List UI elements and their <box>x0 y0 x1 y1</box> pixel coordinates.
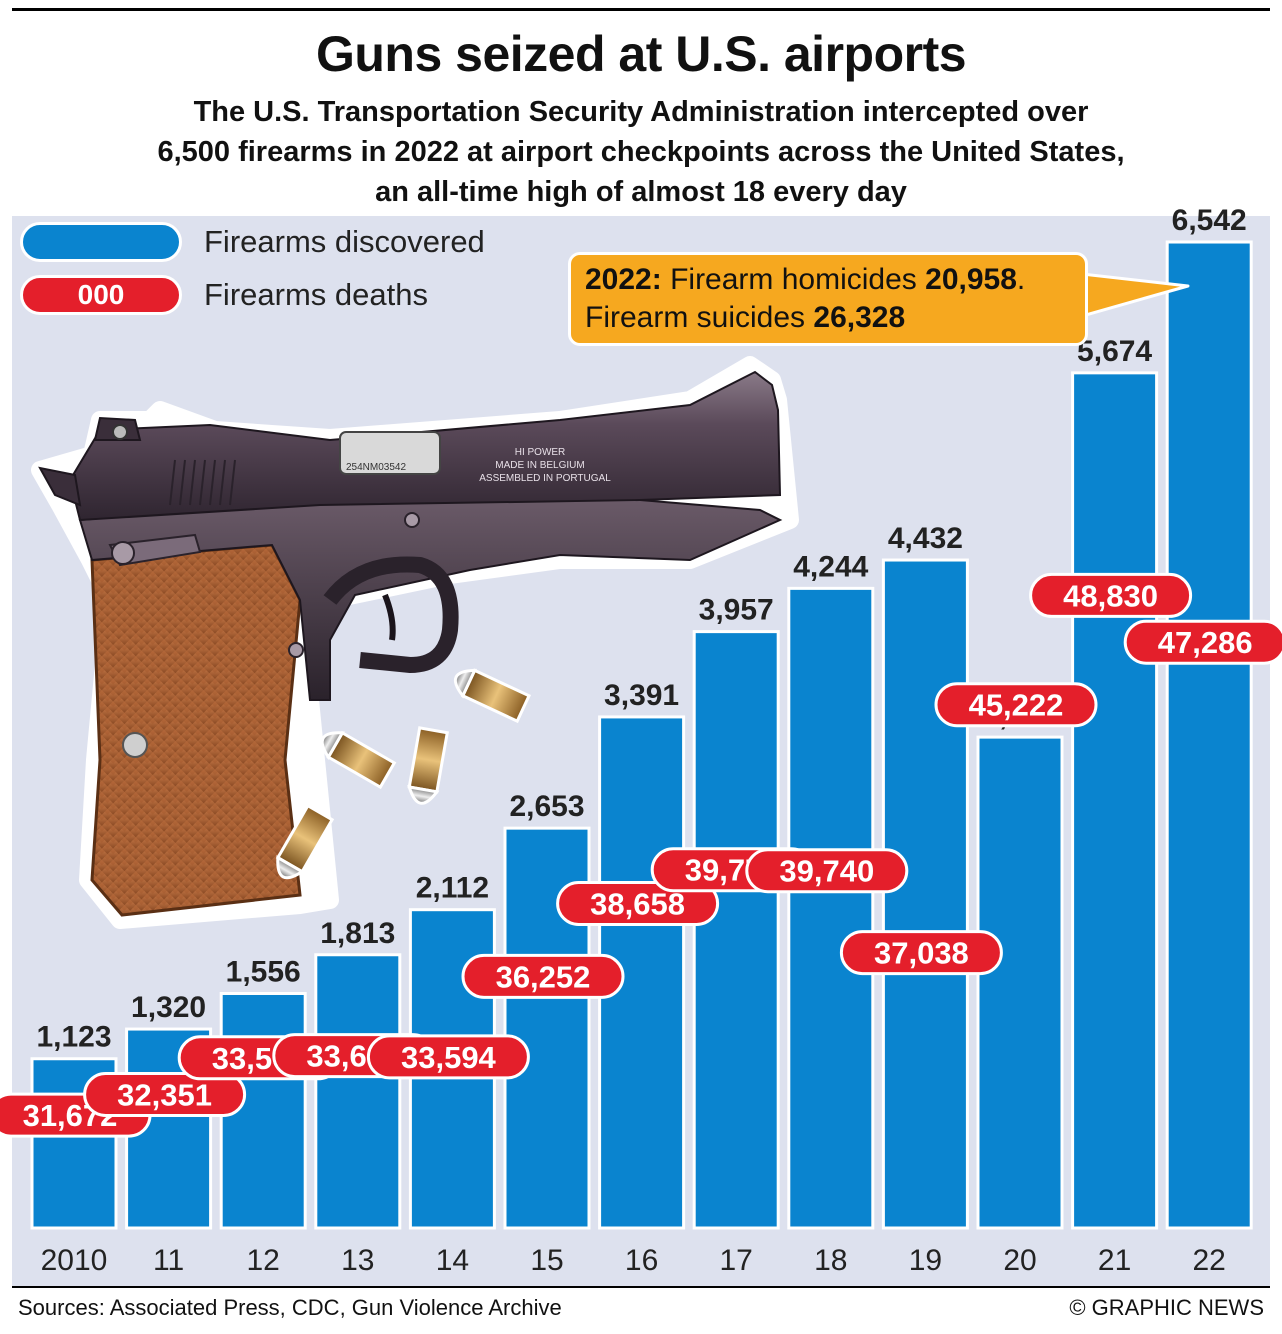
engraving-line-3: ASSEMBLED IN PORTUGAL <box>479 473 611 484</box>
bar-20 <box>976 735 1064 1230</box>
callout-homicides-text: Firearm homicides <box>670 263 917 296</box>
subtitle-line-3: an all-time high of almost 18 every day <box>375 176 907 208</box>
bar-value-label-16: 3,391 <box>604 679 679 712</box>
callout-homicides-value: 20,958 <box>925 263 1017 296</box>
death-pill-21 <box>1029 572 1193 618</box>
x-tick-label-22: 22 <box>1193 1244 1226 1277</box>
engraving-line-1: HI POWER <box>515 447 566 458</box>
bar-value-label-21: 5,674 <box>1077 335 1152 368</box>
death-value-label-22: 47,286 <box>1158 625 1253 660</box>
x-tick-label-13: 13 <box>341 1244 374 1277</box>
bar-value-label-13: 1,813 <box>320 917 395 950</box>
callout-line-2: Firearm suicides 26,328 <box>585 299 1071 337</box>
x-tick-label-15: 15 <box>530 1244 563 1277</box>
callout-suicides-value: 26,328 <box>813 301 906 334</box>
bar-21 <box>1071 371 1159 1230</box>
bar-value-label-11: 1,320 <box>131 991 206 1024</box>
pistol-icon: 254NM03542 HI POWER MADE IN BELGIUM ASSE… <box>31 356 799 929</box>
bullet-cartridges <box>275 668 532 880</box>
subtitle-line-2: 6,500 firearms in 2022 at airport checkp… <box>157 136 1125 168</box>
x-tick-label-19: 19 <box>909 1244 942 1277</box>
bottom-rule <box>12 1286 1270 1288</box>
bar-22 <box>1165 240 1253 1230</box>
death-value-label-18: 39,740 <box>779 854 874 889</box>
bar-13 <box>314 953 402 1230</box>
bar-value-label-22: 6,542 <box>1172 204 1247 237</box>
callout-line-1: 2022: Firearm homicides 20,958. <box>585 261 1071 299</box>
bar-value-label-14: 2,112 <box>416 872 489 905</box>
bar-value-label-18: 4,244 <box>793 550 868 583</box>
x-tick-label-17: 17 <box>720 1244 753 1277</box>
death-value-label-16: 38,658 <box>590 887 685 922</box>
bar-value-label-2010: 1,123 <box>36 1021 111 1054</box>
top-rule <box>12 8 1270 11</box>
engraving-line-2: MADE IN BELGIUM <box>495 460 584 471</box>
bar-value-label-19: 4,432 <box>888 522 963 555</box>
legend-label-discovered: Firearms discovered <box>204 224 485 259</box>
bar-value-label-17: 3,957 <box>699 594 774 627</box>
x-tick-label-11: 11 <box>153 1244 184 1277</box>
death-pill-20 <box>934 682 1098 728</box>
callout-2022: 2022: Firearm homicides 20,958. Firearm … <box>568 252 1088 346</box>
death-pill-22 <box>1123 619 1282 665</box>
bar-19 <box>881 558 969 1230</box>
legend-item-deaths: 000 Firearms deaths <box>20 275 540 321</box>
x-tick-label-21: 21 <box>1098 1244 1131 1277</box>
death-pill-18 <box>745 848 909 894</box>
death-value-label-20: 45,222 <box>969 688 1064 723</box>
bar-value-label-12: 1,556 <box>226 955 301 988</box>
death-value-label-21: 48,830 <box>1063 578 1158 613</box>
sources-footer: Sources: Associated Press, CDC, Gun Viol… <box>18 1295 562 1320</box>
death-value-label-14: 33,594 <box>401 1040 497 1075</box>
x-tick-label-16: 16 <box>625 1244 658 1277</box>
credit-footer: © GRAPHIC NEWS <box>1069 1295 1264 1320</box>
x-tick-label-20: 20 <box>1003 1244 1036 1277</box>
death-value-label-19: 37,038 <box>874 936 969 971</box>
callout-pointer <box>1082 272 1190 318</box>
death-pill-11 <box>83 1072 247 1118</box>
x-tick-label-12: 12 <box>247 1244 280 1277</box>
death-value-label-11: 32,351 <box>117 1078 212 1113</box>
bar-18 <box>787 586 875 1230</box>
death-pill-14 <box>366 1034 530 1080</box>
x-tick-label-2010: 2010 <box>41 1244 108 1277</box>
legend-swatch-deaths: 000 <box>20 275 182 315</box>
subtitle-line-1: The U.S. Transportation Security Adminis… <box>193 96 1089 128</box>
death-pill-19 <box>839 930 1003 976</box>
x-tick-label-14: 14 <box>436 1244 469 1277</box>
bar-17 <box>692 630 780 1230</box>
callout-homicides-suffix: . <box>1016 263 1026 296</box>
death-value-label-15: 36,252 <box>496 959 591 994</box>
legend-swatch-discovered <box>20 222 182 262</box>
callout-year: 2022: <box>585 263 662 296</box>
serial-number: 254NM03542 <box>346 462 406 473</box>
page-subtitle: The U.S. Transportation Security Adminis… <box>0 92 1282 212</box>
bar-value-label-15: 2,653 <box>509 790 584 823</box>
legend-item-discovered: Firearms discovered <box>20 222 540 268</box>
legend-label-deaths: Firearms deaths <box>204 277 428 312</box>
death-pill-16 <box>556 881 720 927</box>
legend: Firearms discovered 000 Firearms deaths <box>20 222 540 332</box>
x-tick-label-18: 18 <box>814 1244 847 1277</box>
callout-suicides-text: Firearm suicides <box>585 301 806 334</box>
page-title: Guns seized at U.S. airports <box>315 26 967 82</box>
death-pill-15 <box>461 953 625 999</box>
